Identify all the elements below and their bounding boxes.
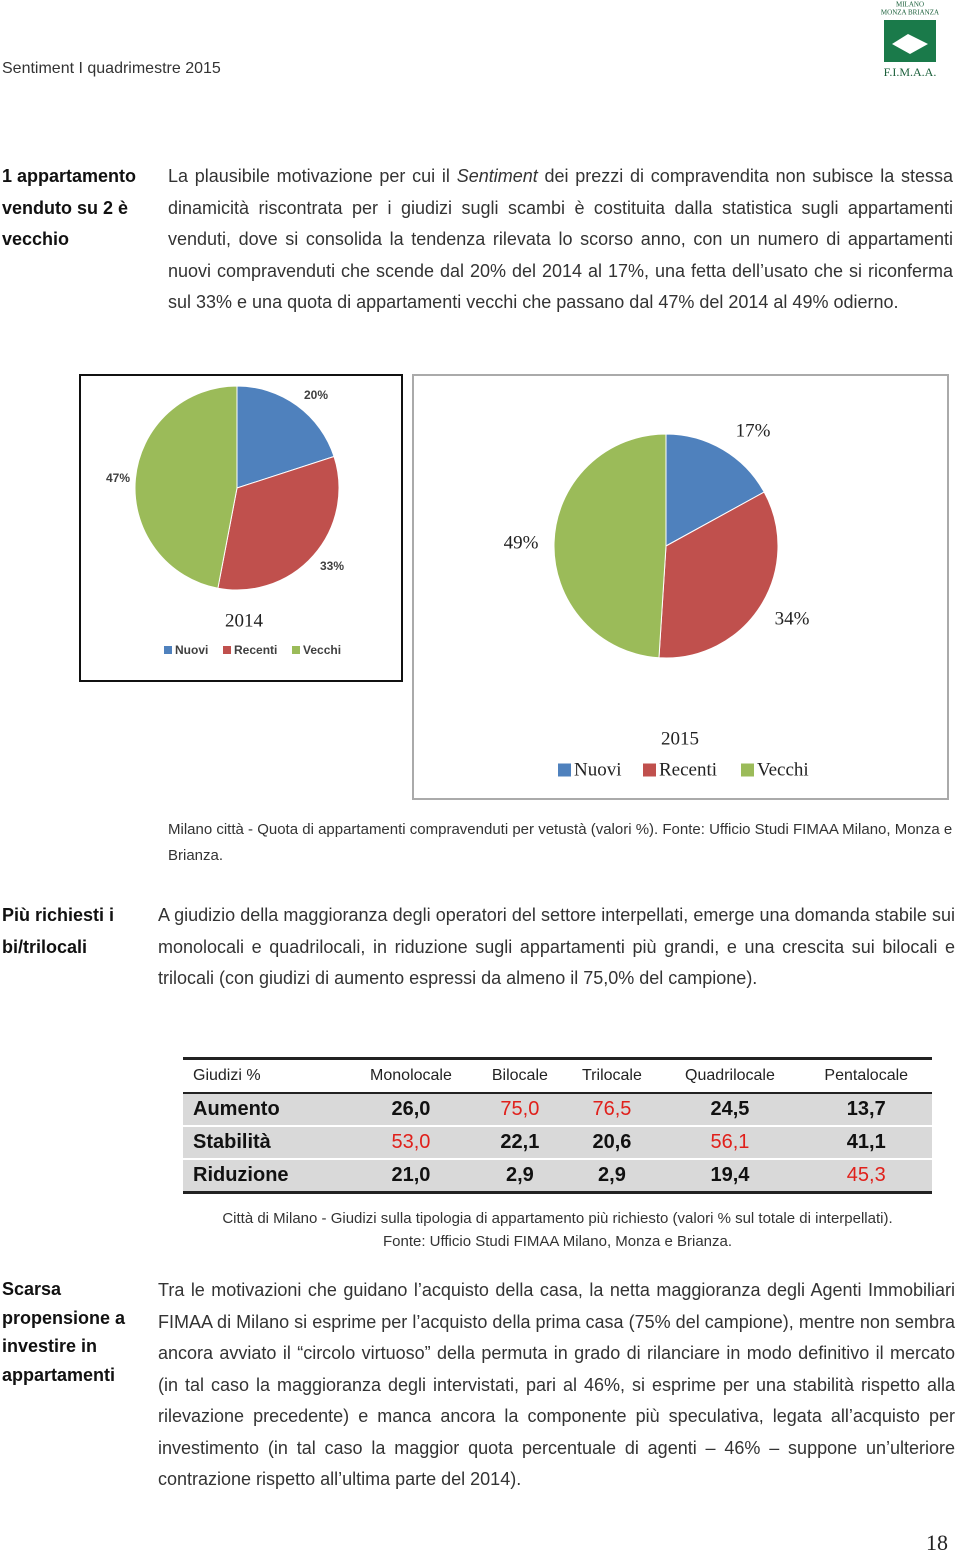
data-label: 17%	[736, 420, 771, 441]
chart-title: 2014	[225, 610, 264, 631]
chart-title: 2015	[661, 728, 699, 749]
row-label: Stabilità	[183, 1126, 347, 1160]
header-cell: Monolocale	[346, 1057, 476, 1094]
legend-swatch	[741, 763, 754, 777]
data-label: 34%	[775, 608, 810, 629]
cell: 56,1	[659, 1126, 801, 1160]
cell: 26,0	[346, 1093, 476, 1127]
data-label: 47%	[106, 471, 130, 485]
data-label: 20%	[304, 388, 328, 402]
cell: 20,6	[564, 1126, 660, 1160]
text: A giudizio della maggioranza degli opera…	[158, 905, 955, 988]
legend-label: Recenti	[659, 759, 717, 780]
pie-slice	[134, 385, 238, 589]
legend-label: Recenti	[234, 643, 277, 657]
pie-slice	[658, 491, 779, 659]
side-label: Scarsa propensione a investire in appart…	[2, 1279, 126, 1385]
cell: 24,5	[659, 1093, 801, 1127]
cell: 76,5	[564, 1093, 660, 1127]
legend-swatch	[558, 763, 571, 777]
logo-mid: MONZA BRIANZA	[881, 9, 939, 17]
cell: 21,0	[346, 1159, 476, 1194]
paragraph: La plausibile motivazione per cui il Sen…	[168, 161, 953, 319]
paragraph: Tra le motivazioni che guidano l’acquist…	[158, 1275, 955, 1496]
legend-label: Nuovi	[175, 643, 208, 657]
side-label: Più richiesti i bi/trilocali	[2, 905, 115, 957]
emphasis: Sentiment	[456, 166, 538, 186]
pie-slice	[236, 385, 335, 489]
table-caption: Città di Milano - Giudizi sulla tipologi…	[150, 1207, 960, 1253]
caption-line: Città di Milano - Giudizi sulla tipologi…	[222, 1210, 893, 1227]
caption-line: Fonte: Ufficio Studi FIMAA Milano, Monza…	[382, 1233, 733, 1250]
pie-slice	[217, 455, 340, 591]
legend-swatch	[292, 646, 300, 654]
text: La plausibile motivazione per cui il	[168, 166, 457, 186]
legend-label: Vecchi	[303, 643, 341, 657]
logo: MILANO MONZA BRIANZA F.I.M.A.A.	[881, 1, 939, 79]
cell: 13,7	[800, 1093, 932, 1127]
side-label: 1 appartamento venduto su 2 è vecchio	[2, 166, 137, 249]
data-label: 49%	[504, 532, 539, 553]
cell: 75,0	[475, 1093, 565, 1127]
legend-label: Vecchi	[757, 759, 809, 780]
legend-swatch	[643, 763, 656, 777]
logo-name: F.I.M.A.A.	[884, 65, 937, 79]
header-cell: Giudizi %	[183, 1057, 347, 1094]
paragraph: A giudizio della maggioranza degli opera…	[158, 900, 955, 995]
cell: 41,1	[800, 1126, 932, 1160]
pie-slice	[553, 433, 667, 659]
header-title: Sentiment I quadrimestre 2015	[2, 60, 221, 77]
cell: 22,1	[475, 1126, 565, 1160]
cell: 53,0	[346, 1126, 476, 1160]
legend-swatch	[164, 646, 172, 654]
text: dei prezzi di compravendita non subisce …	[168, 166, 953, 312]
header-cell: Bilocale	[475, 1057, 565, 1094]
header-cell: Trilocale	[564, 1057, 660, 1094]
table: Giudizi % Monolocale Bilocale Trilocale …	[183, 1057, 932, 1194]
legend-swatch	[223, 646, 231, 654]
logo-top: MILANO	[896, 1, 924, 9]
logo-hands	[892, 34, 928, 54]
legend-label: Nuovi	[574, 759, 622, 780]
page-number: 18	[926, 1530, 948, 1555]
header-cell: Pentalocale	[800, 1057, 932, 1094]
cell: 19,4	[659, 1159, 801, 1194]
charts: 20% Nuovi 33% Recenti 47% Vecchi 2014 17% Nuovi 3…	[79, 374, 949, 800]
row-label: Riduzione	[183, 1159, 347, 1194]
data-label: 33%	[320, 559, 344, 573]
chart-caption: Milano città - Quota di appartamenti com…	[168, 821, 953, 864]
cell: 45,3	[800, 1159, 932, 1194]
pie-slice	[665, 433, 765, 547]
cell: 2,9	[564, 1159, 660, 1194]
text: Tra le motivazioni che guidano l’acquist…	[158, 1280, 955, 1489]
cell: 2,9	[475, 1159, 565, 1194]
row-label: Aumento	[183, 1093, 347, 1127]
header-cell: Quadrilocale	[659, 1057, 801, 1094]
